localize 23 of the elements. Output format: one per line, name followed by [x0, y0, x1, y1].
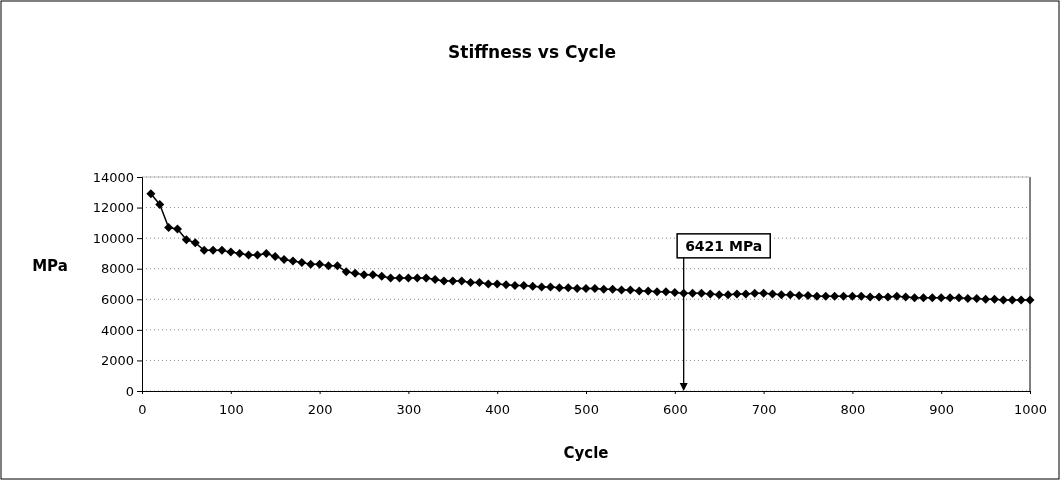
- x-tick-label: 100: [218, 402, 244, 418]
- y-tick-label: 14000: [92, 169, 134, 185]
- x-tick-label: 400: [485, 402, 511, 418]
- x-tick-label: 800: [840, 402, 866, 418]
- x-tick-label: 300: [396, 402, 422, 418]
- y-tick-label: 8000: [100, 261, 134, 277]
- annotation: 6421 MPa: [685, 237, 763, 254]
- x-axis-title: Cycle: [563, 444, 609, 462]
- y-tick-label: 0: [125, 383, 134, 399]
- y-tick-label: 6000: [100, 291, 134, 307]
- x-tick-label: 600: [662, 402, 688, 418]
- x-tick-label: 1000: [1013, 402, 1048, 418]
- y-tick-label: 2000: [100, 353, 134, 369]
- x-tick-label: 0: [138, 402, 147, 418]
- x-tick-label: 200: [307, 402, 333, 418]
- y-tick-label: 10000: [92, 230, 134, 246]
- y-tick-label: 4000: [100, 322, 134, 338]
- x-tick-label: 700: [751, 402, 777, 418]
- y-axis-title: MPa: [32, 257, 68, 276]
- y-tick-label: 12000: [92, 200, 134, 216]
- x-tick-label: 900: [929, 402, 955, 418]
- x-tick-label: 500: [574, 402, 599, 418]
- chart-title: Stiffness vs Cycle: [448, 42, 616, 62]
